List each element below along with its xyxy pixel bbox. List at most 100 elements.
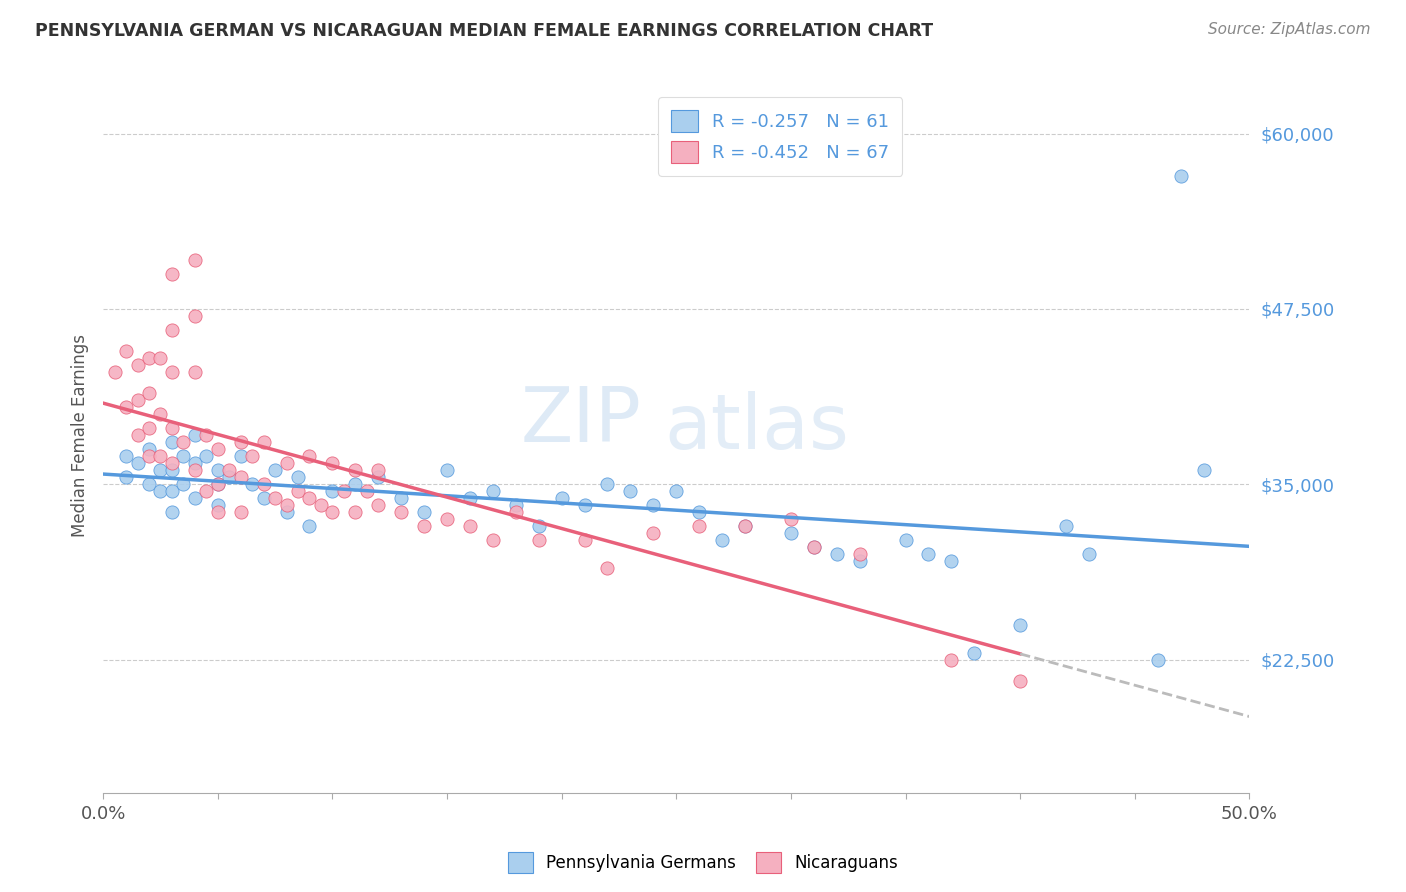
Point — [149, 463, 172, 477]
Point — [1010, 673, 1032, 688]
Point — [149, 484, 172, 499]
Point — [115, 449, 138, 463]
Point — [287, 484, 309, 499]
Point — [321, 456, 343, 470]
Point — [104, 365, 127, 379]
Point — [252, 477, 274, 491]
Point — [550, 491, 572, 506]
Point — [184, 463, 207, 477]
Point — [344, 477, 367, 491]
Text: Source: ZipAtlas.com: Source: ZipAtlas.com — [1208, 22, 1371, 37]
Point — [894, 533, 917, 548]
Point — [505, 499, 527, 513]
Point — [276, 505, 298, 519]
Point — [917, 548, 939, 562]
Point — [1192, 463, 1215, 477]
Point — [734, 519, 756, 533]
Point — [252, 435, 274, 450]
Point — [149, 449, 172, 463]
Point — [184, 456, 207, 470]
Point — [160, 484, 183, 499]
Point — [127, 358, 149, 372]
Point — [160, 421, 183, 435]
Point — [527, 519, 550, 533]
Point — [229, 505, 252, 519]
Point — [195, 484, 218, 499]
Point — [127, 393, 149, 408]
Point — [780, 512, 803, 526]
Point — [482, 533, 505, 548]
Point — [643, 499, 665, 513]
Point — [941, 653, 963, 667]
Point — [276, 456, 298, 470]
Point — [115, 400, 138, 414]
Point — [172, 477, 194, 491]
Point — [688, 519, 710, 533]
Point — [436, 463, 458, 477]
Text: ZIP: ZIP — [522, 384, 643, 458]
Point — [527, 533, 550, 548]
Point — [229, 470, 252, 484]
Point — [482, 484, 505, 499]
Point — [127, 456, 149, 470]
Point — [321, 484, 343, 499]
Point — [138, 421, 160, 435]
Point — [665, 484, 688, 499]
Point — [229, 449, 252, 463]
Point — [367, 463, 389, 477]
Point — [138, 477, 160, 491]
Point — [803, 541, 825, 555]
Point — [711, 533, 734, 548]
Point — [734, 519, 756, 533]
Point — [298, 519, 321, 533]
Point — [356, 484, 378, 499]
Point — [574, 499, 596, 513]
Point — [160, 435, 183, 450]
Point — [344, 463, 367, 477]
Point — [160, 267, 183, 281]
Point — [458, 519, 481, 533]
Point — [619, 484, 641, 499]
Point — [333, 484, 356, 499]
Point — [963, 646, 986, 660]
Point — [1170, 169, 1192, 183]
Point — [207, 463, 229, 477]
Point — [160, 456, 183, 470]
Point — [389, 491, 412, 506]
Point — [1010, 617, 1032, 632]
Point — [298, 449, 321, 463]
Point — [1146, 653, 1168, 667]
Point — [264, 491, 287, 506]
Legend: R = -0.257   N = 61, R = -0.452   N = 67: R = -0.257 N = 61, R = -0.452 N = 67 — [658, 97, 903, 176]
Point — [367, 499, 389, 513]
Point — [848, 548, 870, 562]
Point — [172, 435, 194, 450]
Point — [1077, 548, 1099, 562]
Point — [803, 541, 825, 555]
Point — [505, 505, 527, 519]
Point — [115, 470, 138, 484]
Point — [458, 491, 481, 506]
Point — [184, 309, 207, 323]
Point — [298, 491, 321, 506]
Point — [160, 505, 183, 519]
Point — [596, 477, 619, 491]
Point — [287, 470, 309, 484]
Point — [160, 365, 183, 379]
Point — [389, 505, 412, 519]
Point — [436, 512, 458, 526]
Point — [344, 505, 367, 519]
Legend: Pennsylvania Germans, Nicaraguans: Pennsylvania Germans, Nicaraguans — [501, 846, 905, 880]
Point — [207, 477, 229, 491]
Point — [643, 526, 665, 541]
Point — [138, 386, 160, 401]
Point — [184, 365, 207, 379]
Point — [184, 428, 207, 442]
Point — [688, 505, 710, 519]
Point — [780, 526, 803, 541]
Point — [149, 351, 172, 365]
Text: PENNSYLVANIA GERMAN VS NICARAGUAN MEDIAN FEMALE EARNINGS CORRELATION CHART: PENNSYLVANIA GERMAN VS NICARAGUAN MEDIAN… — [35, 22, 934, 40]
Point — [207, 442, 229, 457]
Point — [218, 470, 240, 484]
Point — [127, 428, 149, 442]
